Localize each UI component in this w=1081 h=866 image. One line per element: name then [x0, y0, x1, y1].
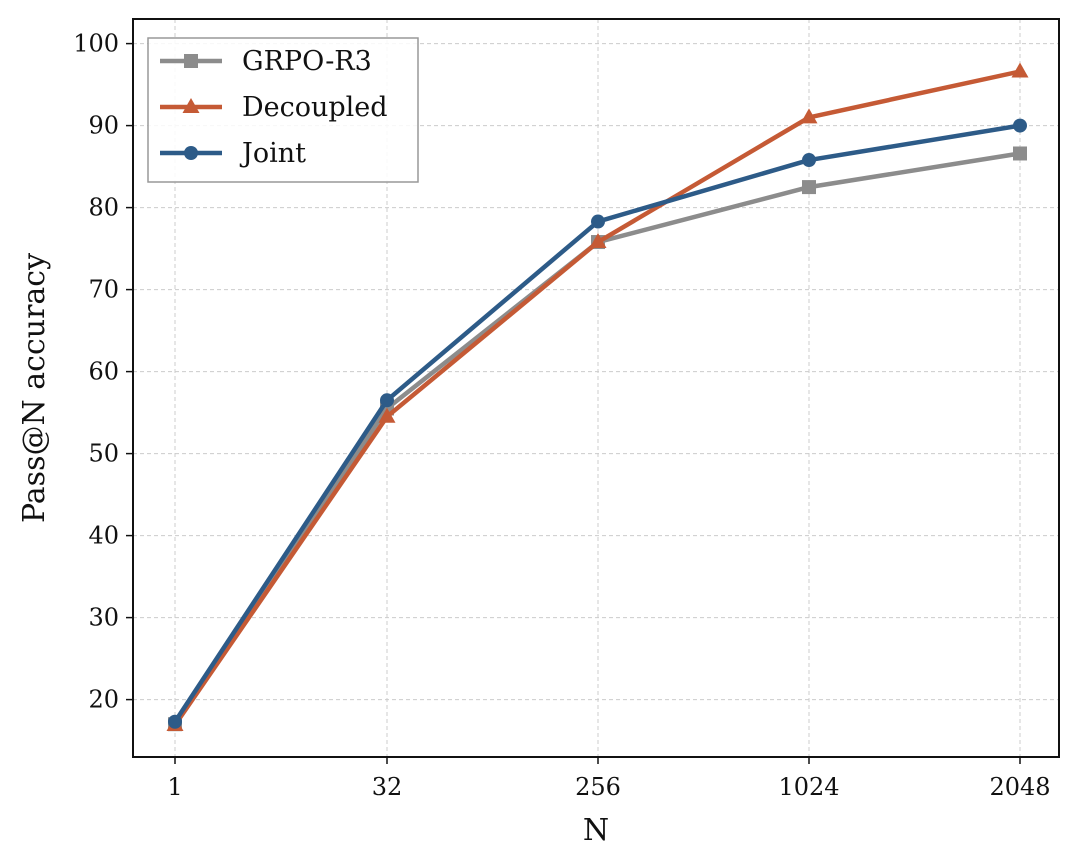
legend-item-grpo-r3: GRPO-R3 [160, 46, 372, 77]
y-tick-label: 90 [88, 112, 119, 140]
y-tick-label: 70 [88, 276, 119, 304]
y-axis-title: Pass@N accuracy [17, 253, 52, 523]
y-tick-label: 50 [88, 440, 119, 468]
legend-marker [182, 98, 200, 113]
series-layer [166, 62, 1029, 732]
data-point-decoupled [589, 233, 607, 249]
y-tick-label: 40 [88, 522, 119, 550]
data-point-joint [591, 214, 605, 229]
legend-item-decoupled: Decoupled [160, 92, 388, 123]
series-joint [168, 118, 1027, 729]
data-point-joint [1013, 118, 1027, 133]
data-point-joint [380, 393, 394, 408]
legend-marker [184, 54, 198, 68]
data-point-grpo-r3 [1013, 146, 1027, 161]
x-tick-label: 256 [575, 773, 621, 801]
y-tick-label: 100 [73, 30, 119, 58]
legend-label: GRPO-R3 [242, 46, 372, 77]
x-tick-label: 1024 [778, 773, 839, 801]
plot-frame [132, 18, 1060, 758]
x-tick-label: 2048 [989, 773, 1050, 801]
y-tick-label: 30 [88, 604, 119, 632]
x-tick-label: 1 [167, 773, 182, 801]
x-axis-title: N [583, 813, 609, 848]
x-tick-label: 32 [372, 773, 403, 801]
y-tick-label: 20 [88, 686, 119, 714]
legend-label: Joint [239, 138, 306, 169]
data-point-grpo-r3 [802, 180, 816, 195]
data-point-joint [802, 153, 816, 168]
y-tick-label: 60 [88, 358, 119, 386]
data-point-decoupled [800, 108, 818, 124]
data-point-decoupled [378, 407, 396, 423]
data-point-decoupled [1011, 62, 1029, 78]
data-point-joint [168, 714, 182, 729]
y-tick-label: 80 [88, 194, 119, 222]
axis-ticks: 1 32 256 1024 2048 20 30 40 50 60 70 80 90 100 [73, 30, 1050, 801]
legend-label: Decoupled [242, 92, 388, 123]
legend-marker [184, 146, 198, 160]
legend: GRPO-R3 Decoupled Joint [147, 37, 419, 183]
legend-item-joint: Joint [160, 138, 306, 169]
